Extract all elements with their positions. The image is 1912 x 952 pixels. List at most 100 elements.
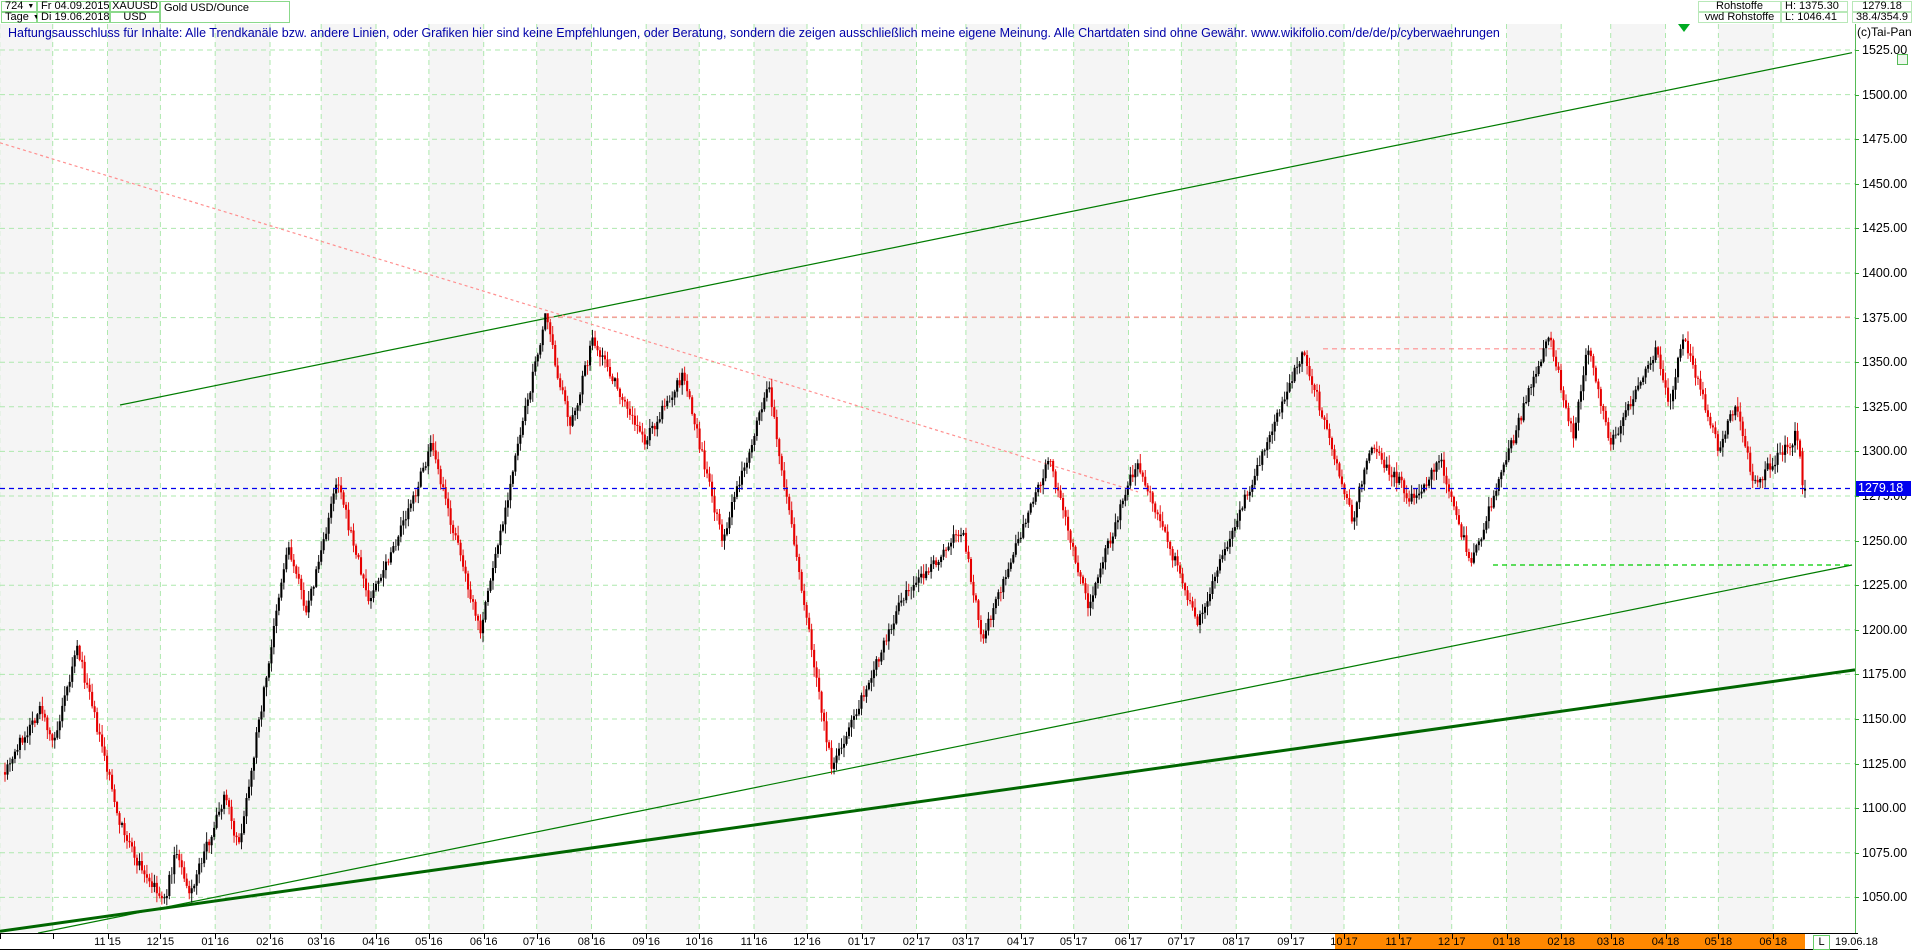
y-tick-mark	[1855, 763, 1859, 765]
header-range-info: 38.4/354.9	[1856, 11, 1908, 23]
month-band	[754, 24, 807, 932]
x-tick-mark	[965, 934, 967, 939]
date-from-cell[interactable]: Fr 04.09.2015	[37, 1, 110, 12]
axis-resize-handle-icon[interactable]	[1897, 54, 1908, 65]
date-to-cell[interactable]: Di 19.06.2018	[37, 12, 110, 23]
major-rising-support-line[interactable]	[0, 668, 1856, 933]
x-tick-mark	[483, 934, 485, 939]
y-tick-mark	[1855, 852, 1859, 854]
x-tick-mark	[1181, 934, 1183, 939]
currency-cell: USD	[110, 12, 160, 23]
month-band	[0, 24, 53, 932]
x-tick-label: 05 17	[1059, 936, 1088, 948]
y-tick-mark	[1855, 897, 1859, 899]
x-tick-label: 02 18	[1547, 936, 1575, 948]
x-tick-label: 07 16	[522, 936, 551, 948]
x-tick-label: 05 18	[1704, 936, 1733, 948]
x-tick-label: 06 16	[469, 936, 498, 948]
y-tick-mark	[1855, 228, 1859, 230]
bars-count-dropdown[interactable]: 724 ▼	[1, 1, 37, 12]
group-source: vwd Rohstoffe	[1704, 11, 1775, 23]
month-band	[1291, 24, 1344, 932]
x-tick-mark	[646, 934, 648, 939]
y-tick-label: 1100.00	[1862, 801, 1907, 816]
last-price-badge: 1279.18	[1856, 481, 1911, 497]
x-tick-mark	[1561, 934, 1563, 939]
x-tick-mark	[1236, 934, 1238, 939]
x-tick-label: 08 16	[577, 936, 606, 948]
copyright-label: (c)Tai-Pan	[1857, 25, 1912, 39]
candle-bodies-up	[6, 313, 1807, 899]
x-tick-mark	[1718, 934, 1720, 939]
y-tick-mark	[1855, 496, 1859, 497]
period-high: H: 1375.30	[1785, 0, 1839, 12]
x-tick-mark	[1020, 934, 1022, 939]
instrument-title-cell: Gold USD/Ounce	[160, 1, 290, 23]
y-tick-label: 1125.00	[1862, 756, 1907, 771]
x-tick-label: 01 16	[201, 936, 229, 948]
price-axis[interactable]: 1525.00 1500.00 1475.00 1450.00 1425.00 1400.…	[1855, 24, 1912, 933]
period-high-cell: H: 1375.30	[1781, 1, 1848, 12]
y-tick-label: 1350.00	[1862, 355, 1908, 370]
month-band	[1506, 24, 1562, 932]
x-tick-label: 10 17	[1330, 936, 1358, 948]
y-tick-label: 1075.00	[1862, 845, 1908, 860]
date-from-value: Fr 04.09.2015	[41, 0, 110, 12]
y-tick-mark	[1855, 808, 1859, 810]
y-tick-label: 1150.00	[1862, 712, 1907, 726]
header-range-info-cell: 38.4/354.9	[1852, 12, 1912, 23]
period-dropdown[interactable]: Tage ▼	[1, 12, 40, 23]
x-tick-mark	[52, 934, 54, 939]
x-tick-label: 09 16	[632, 936, 660, 948]
month-band	[1610, 24, 1666, 932]
y-tick-mark	[1855, 585, 1859, 587]
y-tick-mark	[1855, 540, 1859, 542]
last-date-label: 19.06.18	[1835, 936, 1878, 948]
chart-area[interactable]	[0, 24, 1856, 934]
symbol-value: XAUUSD	[112, 0, 158, 12]
x-tick-mark	[0, 934, 1, 939]
chevron-down-icon: ▼	[27, 3, 35, 10]
group-source-cell: vwd Rohstoffe	[1698, 12, 1781, 23]
currency-value: USD	[123, 11, 147, 23]
month-band	[965, 24, 1021, 932]
y-tick-mark	[1855, 629, 1859, 631]
x-tick-label: 02 16	[256, 936, 284, 948]
x-tick-mark	[536, 934, 538, 939]
low-marker-box: L	[1813, 935, 1830, 950]
symbol-cell: XAUUSD	[110, 1, 160, 12]
y-tick-label: 1425.00	[1862, 221, 1908, 236]
y-tick-label: 1400.00	[1862, 266, 1908, 280]
y-tick-mark	[1855, 94, 1859, 96]
y-tick-mark	[1855, 50, 1859, 51]
x-tick-mark	[160, 934, 162, 939]
x-tick-label: 09 17	[1277, 936, 1305, 948]
candle-bodies-down	[3, 313, 1804, 899]
x-tick-label: 10 16	[685, 936, 713, 948]
y-tick-mark	[1855, 362, 1859, 364]
y-tick-label: 1525.00	[1862, 43, 1908, 57]
x-tick-label: 12 15	[146, 936, 175, 948]
triangle-down-icon	[1678, 24, 1690, 32]
month-band	[861, 24, 917, 932]
date-axis[interactable]: L 19.06.18 11 15 12 15 01 16 02 16 03 16 04 1…	[0, 933, 1878, 950]
group-name-cell: Rohstoffe	[1698, 1, 1781, 12]
x-tick-label: 06 18	[1759, 936, 1787, 948]
y-tick-label: 1450.00	[1862, 176, 1908, 191]
y-tick-label: 1200.00	[1862, 622, 1908, 637]
y-tick-mark	[1855, 139, 1859, 141]
x-tick-label: 03 17	[952, 936, 980, 948]
y-tick-mark	[1855, 451, 1859, 453]
month-band	[428, 24, 484, 932]
price-chart-svg[interactable]	[0, 24, 1856, 934]
upper-channel-resistance-line[interactable]	[119, 52, 1853, 406]
month-band	[646, 24, 700, 932]
y-tick-mark	[1855, 273, 1859, 274]
x-tick-label: 12 16	[793, 936, 821, 948]
x-tick-mark	[215, 934, 217, 939]
x-tick-mark	[1344, 934, 1345, 939]
x-tick-label: 11 15	[94, 936, 121, 948]
month-band	[1181, 24, 1237, 932]
inner-rising-support-line[interactable]	[37, 564, 1853, 934]
